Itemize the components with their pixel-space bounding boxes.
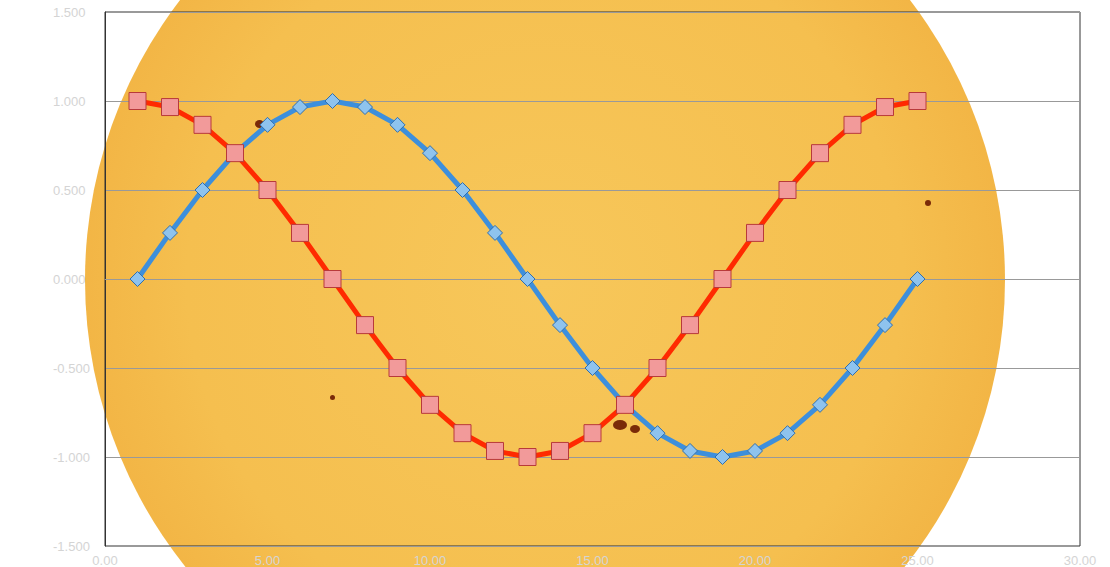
svg-text:-1.000: -1.000	[53, 450, 90, 465]
svg-text:-0.500: -0.500	[53, 361, 90, 376]
svg-text:1.500: 1.500	[53, 5, 86, 20]
svg-text:10.00: 10.00	[414, 553, 447, 567]
svg-text:1.000: 1.000	[53, 94, 86, 109]
svg-text:0.500: 0.500	[53, 183, 86, 198]
svg-text:5.00: 5.00	[255, 553, 280, 567]
svg-text:0.00: 0.00	[92, 553, 117, 567]
svg-text:0.000: 0.000	[53, 272, 86, 287]
svg-text:25.00: 25.00	[901, 553, 934, 567]
svg-text:20.00: 20.00	[739, 553, 772, 567]
svg-text:15.00: 15.00	[576, 553, 609, 567]
svg-text:30.00: 30.00	[1064, 553, 1097, 567]
svg-text:-1.500: -1.500	[53, 539, 90, 554]
